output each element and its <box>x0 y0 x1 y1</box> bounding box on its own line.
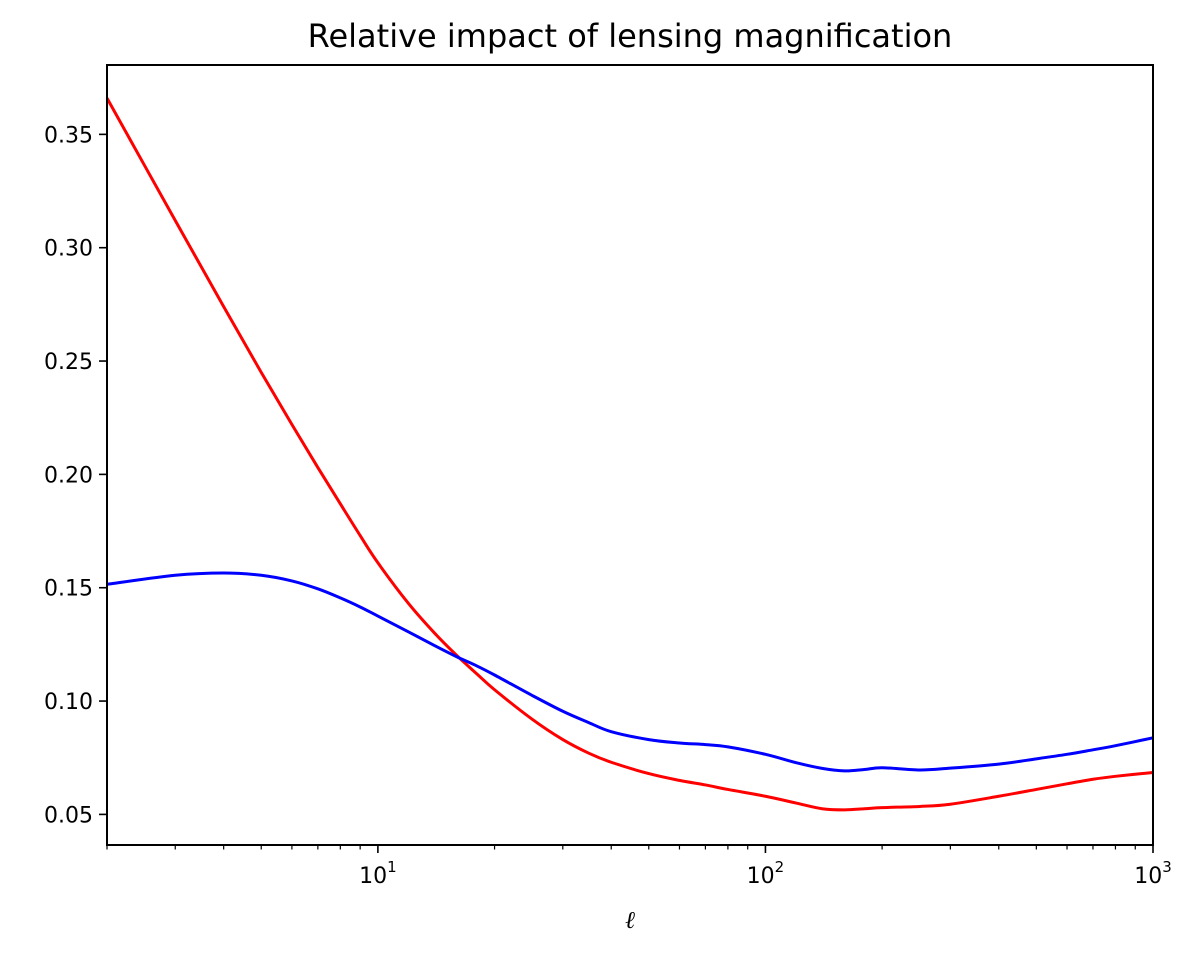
x-tick-label-exponent: 1 <box>387 858 397 876</box>
x-tick-label-base: 10 <box>747 864 775 889</box>
chart-title: Relative impact of lensing magnification <box>308 17 953 55</box>
series-line-blue-curve <box>106 571 1154 773</box>
plot-frame <box>106 64 1154 846</box>
series-layer <box>105 97 1154 812</box>
x-tick-label-exponent: 3 <box>1162 858 1172 876</box>
series-line-red-curve <box>105 97 1154 812</box>
y-tick-label: 0.35 <box>44 123 93 148</box>
y-tick-label: 0.25 <box>44 350 93 375</box>
y-tick-label: 0.10 <box>44 690 93 715</box>
x-tick-label: 101 <box>359 858 397 889</box>
y-tick-label: 0.15 <box>44 577 93 602</box>
x-tick-label-base: 10 <box>1134 864 1162 889</box>
x-axis-label: ℓ <box>625 906 635 934</box>
x-tick-label: 102 <box>747 858 785 889</box>
x-tick-label: 103 <box>1134 858 1172 889</box>
x-tick-label-exponent: 2 <box>775 858 785 876</box>
y-tick-label: 0.20 <box>44 463 93 488</box>
y-tick-label: 0.30 <box>44 237 93 262</box>
y-tick-label: 0.05 <box>44 803 93 828</box>
x-tick-label-base: 10 <box>359 864 387 889</box>
